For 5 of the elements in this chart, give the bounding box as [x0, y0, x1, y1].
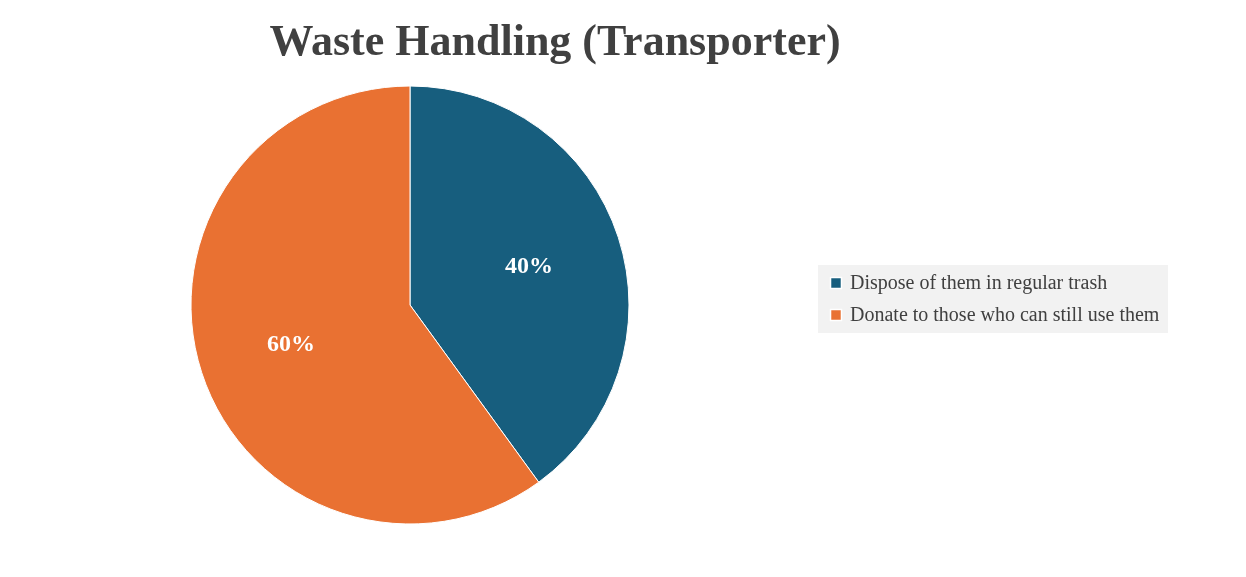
chart-title: Waste Handling (Transporter): [269, 16, 841, 65]
data-label: 60%: [267, 329, 316, 356]
data-label: 40%: [504, 252, 553, 279]
legend-label: Dispose of them in regular trash: [850, 271, 1108, 294]
legend-label: Donate to those who can still use them: [850, 303, 1160, 325]
